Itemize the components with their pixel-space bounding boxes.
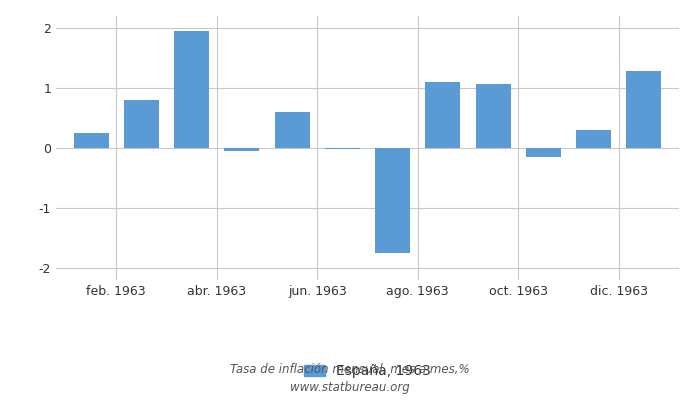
Bar <box>174 31 209 148</box>
Bar <box>74 133 108 148</box>
Bar <box>426 82 461 148</box>
Bar <box>224 148 260 151</box>
Text: www.statbureau.org: www.statbureau.org <box>290 382 410 394</box>
Bar <box>626 71 662 148</box>
Bar <box>526 148 561 157</box>
Bar <box>576 130 611 148</box>
Bar <box>475 84 511 148</box>
Bar <box>325 148 360 149</box>
Legend: España, 1963: España, 1963 <box>298 359 437 384</box>
Bar <box>274 112 309 148</box>
Bar <box>375 148 410 253</box>
Bar <box>124 100 159 148</box>
Text: Tasa de inflación mensual, mes a mes,%: Tasa de inflación mensual, mes a mes,% <box>230 364 470 376</box>
